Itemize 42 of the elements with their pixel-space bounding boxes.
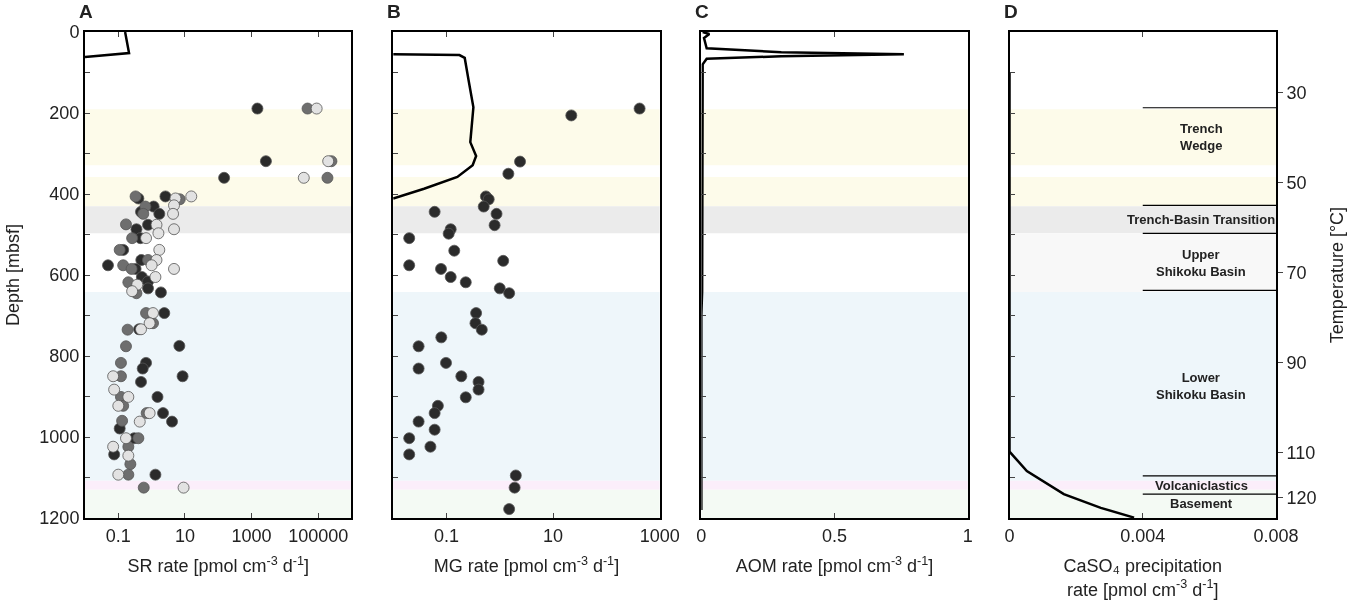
text: 110 bbox=[1286, 443, 1316, 464]
x-tick-label: 10 bbox=[174, 525, 195, 546]
band-label: Volcaniclastics bbox=[1155, 478, 1248, 493]
y-tick-label: 400 bbox=[49, 184, 80, 205]
text: 120 bbox=[1286, 488, 1317, 509]
x-tick-label: 1000 bbox=[231, 525, 272, 546]
chart-title: C bbox=[695, 1, 709, 22]
x-tick-label: 0.1 bbox=[433, 525, 459, 546]
band-label: Upper Shikoku Basin bbox=[1156, 247, 1246, 279]
x-tick-label: 1 bbox=[962, 525, 973, 546]
y-tick-label: 1200 bbox=[39, 508, 80, 529]
text: 50 bbox=[1286, 173, 1307, 194]
x-axis-title: AOM rate [pmol cm$^{-3}$ d$^{-1}$] bbox=[735, 553, 934, 577]
y-tick-label: 800 bbox=[49, 346, 80, 367]
chart-title: B bbox=[387, 1, 401, 22]
x-tick-label: 0.1 bbox=[105, 525, 131, 546]
x-tick-label: 100000 bbox=[288, 525, 349, 546]
x-tick-label: 0.008 bbox=[1253, 525, 1299, 546]
band-label: Lower Shikoku Basin bbox=[1156, 370, 1246, 402]
text: 70 bbox=[1286, 263, 1307, 284]
y-tick-label: 0 bbox=[69, 22, 80, 43]
y-tick-label: 600 bbox=[49, 265, 80, 286]
band-label: Trench-Basin Transition bbox=[1127, 212, 1276, 227]
x-tick-label: 1000 bbox=[639, 525, 680, 546]
chart-title: D bbox=[1004, 1, 1018, 22]
y-tick-label: 200 bbox=[49, 103, 80, 124]
x-tick-label: 10 bbox=[543, 525, 564, 546]
x-tick-label: 0 bbox=[1004, 525, 1015, 546]
x-axis-title: CaSO₄ precipitation rate [pmol cm$^{-3}$ d$^{-1}$] bbox=[1063, 556, 1222, 600]
x-axis-title: MG rate [pmol cm$^{-3}$ d$^{-1}$] bbox=[433, 553, 620, 577]
text: 90 bbox=[1286, 353, 1307, 374]
chart-title: A bbox=[79, 1, 93, 22]
x-tick-label: 0.5 bbox=[822, 525, 848, 546]
band-label: Basement bbox=[1170, 496, 1233, 511]
text: 30 bbox=[1286, 83, 1307, 104]
y2-axis-title: Temperature [°C] bbox=[1327, 206, 1348, 344]
band-label: Trench Wedge bbox=[1180, 121, 1223, 153]
y-tick-label: 1000 bbox=[39, 427, 80, 448]
x-tick-label: 0.004 bbox=[1120, 525, 1166, 546]
x-tick-label: 0 bbox=[696, 525, 707, 546]
x-axis-title: SR rate [pmol cm$^{-3}$ d$^{-1}$] bbox=[127, 553, 309, 577]
y-axis-title: Depth [mbsf] bbox=[3, 223, 24, 327]
